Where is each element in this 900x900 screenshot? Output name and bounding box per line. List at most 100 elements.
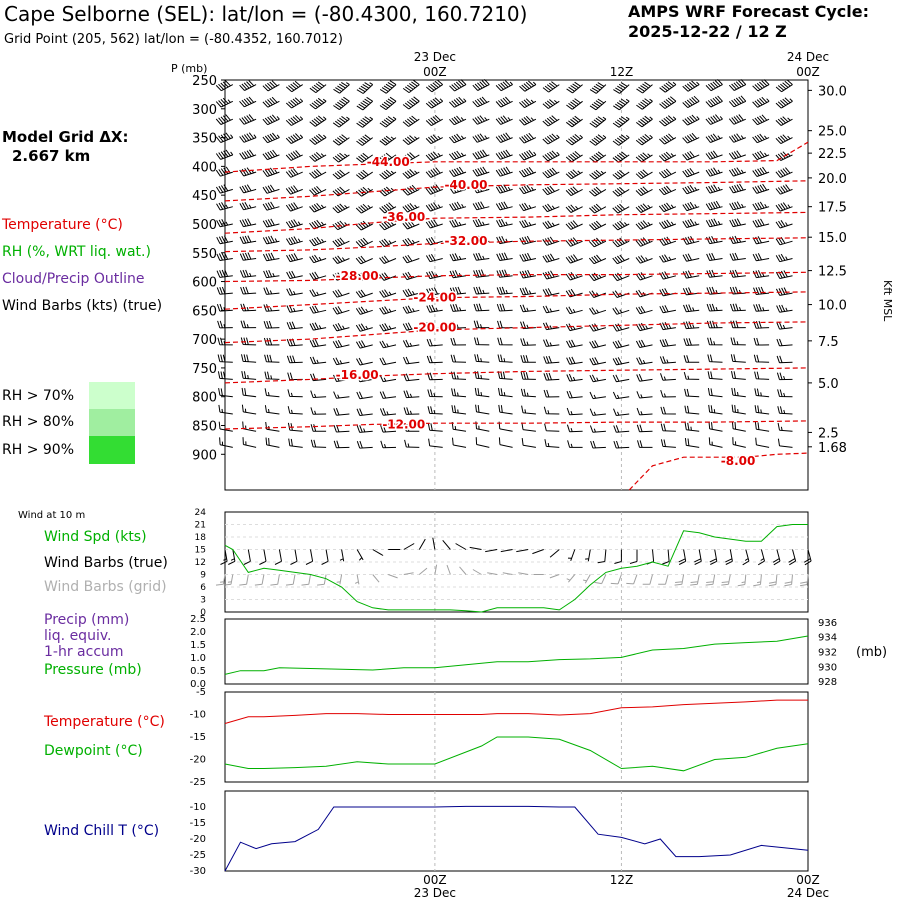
upper-air-wind-barb xyxy=(589,169,607,180)
wind-10m-barb-true xyxy=(432,537,436,550)
wind-10m-barb-grid xyxy=(626,574,638,585)
precip-tick-label: 1.0 xyxy=(190,653,206,664)
wind-speed-series xyxy=(224,524,808,613)
upper-air-wind-barb xyxy=(775,151,793,161)
isotherm-line xyxy=(224,420,809,430)
upper-air-wind-barb xyxy=(310,424,327,432)
kft-tick-label: 15.0 xyxy=(818,231,847,246)
pressure-tick-label: 300 xyxy=(192,103,217,118)
upper-air-wind-barb xyxy=(425,219,443,229)
upper-air-wind-barb xyxy=(379,323,397,332)
upper-air-wind-barb xyxy=(449,150,467,161)
wind-10m-barb-true xyxy=(709,549,718,565)
isotherm-line xyxy=(628,452,809,491)
wind-speed-tick-label: 12 xyxy=(195,558,206,568)
upper-air-wind-barb xyxy=(589,374,606,383)
pressure-tick-label: 250 xyxy=(192,74,217,89)
upper-air-wind-barb xyxy=(309,236,327,247)
upper-air-wind-barb xyxy=(309,356,327,365)
upper-air-wind-barb xyxy=(286,338,303,347)
upper-air-wind-barb xyxy=(309,219,327,230)
upper-air-wind-barb xyxy=(264,405,280,415)
upper-air-wind-barb xyxy=(403,407,420,415)
upper-air-wind-barb xyxy=(451,388,467,398)
upper-air-wind-barb xyxy=(635,134,653,146)
wind-10m-barb-grid xyxy=(705,574,716,586)
upper-air-wind-barb xyxy=(707,354,723,363)
upper-air-wind-barb xyxy=(497,320,513,329)
upper-air-wind-barb xyxy=(542,150,560,162)
kft-tick-label: 22.5 xyxy=(818,147,847,162)
isotherm-label: -32.00 xyxy=(445,234,488,248)
wind-speed-tick-label: 21 xyxy=(195,521,206,531)
upper-air-wind-barb xyxy=(566,356,583,365)
upper-air-wind-barb xyxy=(635,152,653,163)
upper-air-wind-barb xyxy=(379,80,397,94)
upper-air-wind-barb xyxy=(519,287,536,296)
upper-air-wind-barb xyxy=(635,305,653,315)
upper-air-wind-barb xyxy=(752,96,770,108)
upper-air-wind-barb xyxy=(705,218,723,228)
upper-air-wind-barb xyxy=(285,236,303,246)
upper-air-wind-barb xyxy=(519,252,537,262)
upper-air-wind-barb xyxy=(449,286,467,295)
upper-air-wind-barb xyxy=(753,320,770,329)
upper-air-wind-barb xyxy=(730,337,746,346)
windchill-series xyxy=(224,805,809,872)
upper-air-wind-barb xyxy=(426,321,443,330)
wind-10m-barb-grid xyxy=(270,574,280,586)
upper-air-wind-barb xyxy=(217,354,233,363)
legend-rh90-swatch xyxy=(89,436,135,464)
upper-air-wind-barb xyxy=(635,339,653,348)
upper-air-wind-barb xyxy=(636,391,653,399)
wind-10m-barb-grid xyxy=(784,574,793,587)
upper-air-wind-barb xyxy=(589,82,607,94)
dewpoint-series-label: Dewpoint (°C) xyxy=(44,743,143,759)
upper-air-wind-barb xyxy=(682,184,700,195)
upper-air-wind-barb xyxy=(287,406,303,415)
upper-air-wind-barb xyxy=(777,406,793,415)
upper-air-wind-barb xyxy=(332,203,350,214)
pressure-tick-label: 934 xyxy=(818,633,837,644)
upper-air-wind-barb xyxy=(684,422,700,432)
upper-air-wind-barb xyxy=(752,183,770,194)
upper-air-wind-barb xyxy=(496,286,513,295)
dewpoint-series xyxy=(224,736,809,772)
upper-air-wind-barb xyxy=(355,237,373,248)
bottom-date-label: 23 Dec xyxy=(414,886,456,900)
upper-air-wind-barb xyxy=(729,218,746,228)
upper-air-wind-barb xyxy=(355,169,373,180)
wind-10m-barb-grid xyxy=(768,574,778,587)
upper-air-wind-barb xyxy=(356,391,373,400)
wind-10m-barb-true xyxy=(614,549,622,564)
upper-air-wind-barb xyxy=(775,97,793,109)
upper-air-wind-barb xyxy=(659,81,677,93)
upper-air-wind-barb xyxy=(215,132,234,143)
forecast-cycle-title: AMPS WRF Forecast Cycle: xyxy=(628,2,870,21)
upper-air-wind-barb xyxy=(776,372,793,381)
upper-air-wind-barb xyxy=(333,391,350,399)
wind-speed-tick-label: 6 xyxy=(200,583,206,593)
upper-air-wind-barb xyxy=(498,437,513,448)
upper-air-wind-barb xyxy=(542,288,560,297)
top-hour-label: 00Z xyxy=(796,65,820,79)
upper-air-wind-barb xyxy=(566,81,583,94)
upper-air-wind-barb xyxy=(449,115,467,126)
upper-air-wind-barb xyxy=(498,387,513,398)
pressure-label: Pressure (mb) xyxy=(44,662,142,678)
kft-axis-label: Kft MSL xyxy=(881,280,894,322)
upper-air-wind-barb xyxy=(682,150,700,161)
kft-tick-label: 2.5 xyxy=(818,426,839,441)
upper-air-wind-barb xyxy=(402,237,420,247)
upper-air-wind-barb xyxy=(402,79,420,94)
wind-10m-barb-true xyxy=(339,549,345,562)
upper-air-wind-barb xyxy=(216,286,233,295)
temperature-series xyxy=(224,699,808,724)
upper-air-wind-barb xyxy=(239,96,257,108)
legend-rh: RH (%, WRT liq. wat.) xyxy=(2,244,151,260)
upper-air-wind-barb xyxy=(332,306,350,315)
upper-air-wind-barb xyxy=(495,115,513,125)
upper-air-wind-barb xyxy=(754,371,770,380)
upper-air-wind-barb xyxy=(425,167,443,178)
upper-air-wind-barb xyxy=(262,184,280,194)
